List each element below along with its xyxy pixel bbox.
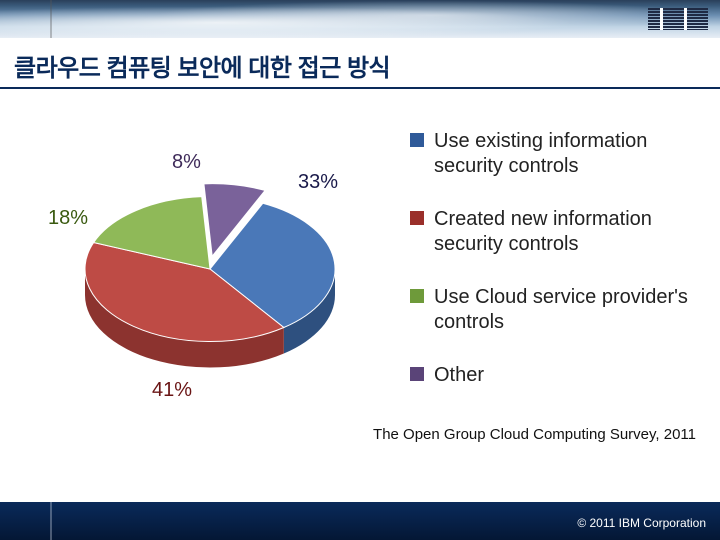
ibm-logo: [648, 8, 708, 30]
legend-label: Other: [434, 363, 484, 388]
header-bar: [0, 0, 720, 38]
legend-swatch: [410, 133, 424, 147]
slide-title: 클라우드 컴퓨팅 보안에 대한 접근 방식: [0, 38, 720, 87]
legend-swatch: [410, 289, 424, 303]
footer-bar: © 2011 IBM Corporation: [0, 502, 720, 540]
pie-slice-label: 18%: [48, 207, 88, 230]
pie-chart: 33% 41% 18% 8%: [40, 149, 380, 409]
pie-slice-label: 8%: [172, 151, 201, 174]
legend-label: Use existing information security contro…: [434, 129, 700, 179]
copyright-text: © 2011 IBM Corporation: [577, 516, 706, 530]
legend-label: Created new information security control…: [434, 207, 700, 257]
header-divider: [50, 0, 52, 38]
footer-divider: [50, 502, 52, 540]
legend-item: Use existing information security contro…: [410, 129, 700, 179]
legend-label: Use Cloud service provider's controls: [434, 285, 700, 335]
legend-swatch: [410, 367, 424, 381]
source-citation: The Open Group Cloud Computing Survey, 2…: [373, 426, 696, 443]
legend-item: Other: [410, 363, 700, 388]
pie-slice-label: 41%: [152, 379, 192, 402]
pie-slice-label: 33%: [298, 171, 338, 194]
legend: Use existing information security contro…: [410, 129, 700, 416]
content-area: 33% 41% 18% 8% Use existing information sec…: [0, 89, 720, 489]
legend-swatch: [410, 211, 424, 225]
legend-item: Created new information security control…: [410, 207, 700, 257]
legend-item: Use Cloud service provider's controls: [410, 285, 700, 335]
